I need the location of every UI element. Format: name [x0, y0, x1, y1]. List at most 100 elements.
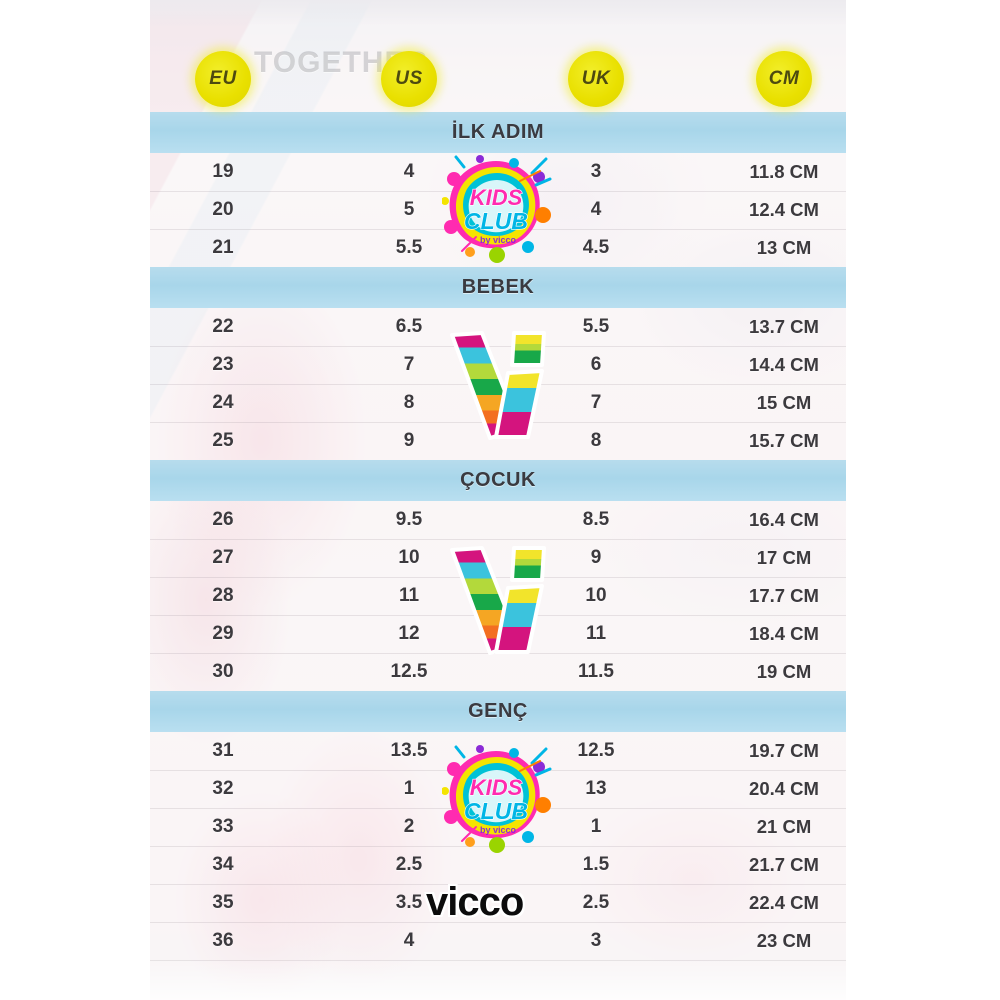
- column-header-label: EU: [209, 68, 237, 89]
- cell-cm-0-1: 12.4 CM: [749, 199, 819, 220]
- cell-cm-3-0: 19.7 CM: [749, 740, 819, 761]
- cell-cm-1-2: 15 CM: [756, 392, 812, 413]
- section-label: İLK ADIM: [451, 121, 545, 143]
- cell-cm-2-2: 17.7 CM: [749, 585, 819, 606]
- cell-eu-0-2: 21: [212, 237, 234, 258]
- cell-us-2-1: 10: [398, 547, 420, 568]
- cell-us-1-0: 6.5: [395, 316, 423, 337]
- cell-cm-2-1: 17 CM: [756, 547, 812, 568]
- cell-cm-3-2: 21 CM: [756, 816, 812, 837]
- cell-uk-1-0: 5.5: [582, 316, 610, 337]
- cell-uk-0-1: 4: [590, 199, 602, 220]
- column-header-label: US: [395, 68, 423, 89]
- cell-us-0-2: 5.5: [395, 237, 423, 258]
- cell-uk-0-2: 4.5: [582, 237, 610, 258]
- cell-uk-2-3: 11: [585, 623, 607, 644]
- cell-us-3-1: 1: [403, 778, 415, 799]
- cell-cm-3-3: 21.7 CM: [749, 854, 819, 875]
- cell-cm-0-0: 11.8 CM: [749, 161, 819, 182]
- cell-cm-1-1: 14.4 CM: [749, 354, 819, 375]
- section-label: GENÇ: [468, 700, 528, 722]
- cell-cm-3-5: 23 CM: [756, 930, 812, 951]
- row-rule: [150, 884, 846, 885]
- cell-us-2-0: 9.5: [395, 509, 423, 530]
- cell-us-2-4: 12.5: [390, 661, 428, 682]
- row-rule: [150, 346, 846, 347]
- cell-eu-1-0: 22: [212, 316, 234, 337]
- svg-text:by vicco: by vicco: [480, 825, 517, 835]
- column-header-us: US: [381, 51, 437, 107]
- cell-eu-0-1: 20: [212, 199, 234, 220]
- cell-us-3-5: 4: [403, 930, 415, 951]
- cell-eu-2-4: 30: [212, 661, 234, 682]
- vicco-wordmark: vicco: [426, 880, 524, 924]
- cell-cm-2-0: 16.4 CM: [749, 509, 819, 530]
- section-band-2: ÇOCUK: [150, 460, 846, 501]
- section-label: BEBEK: [461, 276, 535, 298]
- column-header-cm: CM: [756, 51, 812, 107]
- kids-club-logo: KIDS CLUB by vicco: [441, 155, 552, 263]
- cell-uk-2-0: 8.5: [582, 509, 610, 530]
- cell-uk-3-4: 2.5: [582, 892, 610, 913]
- cell-us-2-3: 12: [398, 623, 420, 644]
- cell-cm-2-4: 19 CM: [756, 661, 812, 682]
- cell-cm-0-2: 13 CM: [756, 237, 812, 258]
- cell-uk-3-5: 3: [590, 930, 602, 951]
- svg-text:by vicco: by vicco: [480, 235, 517, 245]
- vicco-v-logo-bebek: [446, 325, 550, 443]
- vicco-v-logo-cocuk: [446, 540, 550, 658]
- cell-us-1-3: 9: [403, 430, 415, 451]
- column-header-uk: UK: [568, 51, 624, 107]
- cell-eu-3-0: 31: [212, 740, 234, 761]
- cell-eu-3-3: 34: [212, 854, 234, 875]
- cell-uk-2-2: 10: [585, 585, 607, 606]
- top-fade: [150, 0, 846, 26]
- cell-eu-2-0: 26: [212, 509, 234, 530]
- cell-cm-3-1: 20.4 CM: [749, 778, 819, 799]
- cell-eu-3-4: 35: [212, 892, 234, 913]
- row-rule: [150, 922, 846, 923]
- cell-uk-1-3: 8: [590, 430, 602, 451]
- cell-uk-2-4: 11.5: [578, 661, 614, 682]
- cell-cm-2-3: 18.4 CM: [749, 623, 819, 644]
- cell-eu-3-2: 33: [212, 816, 234, 837]
- cell-cm-3-4: 22.4 CM: [749, 892, 819, 913]
- cell-uk-3-2: 1: [590, 816, 602, 837]
- svg-text:KIDS: KIDS: [470, 775, 523, 800]
- cell-us-0-0: 4: [403, 161, 415, 182]
- row-rule: [150, 577, 846, 578]
- svg-text:KIDS: KIDS: [470, 185, 523, 210]
- svg-text:CLUB: CLUB: [464, 208, 528, 234]
- cell-uk-3-1: 13: [585, 778, 607, 799]
- cell-uk-3-0: 12.5: [577, 740, 615, 761]
- cell-cm-1-3: 15.7 CM: [749, 430, 819, 451]
- cell-us-1-2: 8: [403, 392, 415, 413]
- column-header-eu: EU: [195, 51, 251, 107]
- cell-uk-1-2: 7: [590, 392, 602, 413]
- cell-us-0-1: 5: [403, 199, 415, 220]
- cell-uk-0-0: 3: [590, 161, 602, 182]
- section-band-1: BEBEK: [150, 267, 846, 308]
- cell-eu-2-3: 29: [212, 623, 234, 644]
- row-rule: [150, 539, 846, 540]
- cell-us-3-3: 2.5: [395, 854, 423, 875]
- cell-eu-3-5: 36: [212, 930, 234, 951]
- cell-us-3-2: 2: [403, 816, 415, 837]
- bottom-fade: [150, 958, 846, 1000]
- cell-uk-2-1: 9: [590, 547, 602, 568]
- cell-eu-0-0: 19: [212, 161, 234, 182]
- section-band-0: İLK ADIM: [150, 112, 846, 153]
- cell-uk-3-3: 1.5: [582, 854, 610, 875]
- cell-us-2-2: 11: [398, 585, 420, 606]
- cell-eu-2-1: 27: [212, 547, 234, 568]
- cell-uk-1-1: 6: [590, 354, 602, 375]
- cell-eu-1-3: 25: [212, 430, 234, 451]
- kids-club-logo-genc: KIDS CLUB by vicco: [441, 745, 552, 853]
- section-band-3: GENÇ: [150, 691, 846, 732]
- column-header-label: CM: [768, 68, 800, 89]
- section-label: ÇOCUK: [460, 469, 536, 491]
- cell-eu-1-1: 23: [212, 354, 234, 375]
- cell-us-3-0: 13.5: [390, 740, 428, 761]
- cell-us-1-1: 7: [403, 354, 415, 375]
